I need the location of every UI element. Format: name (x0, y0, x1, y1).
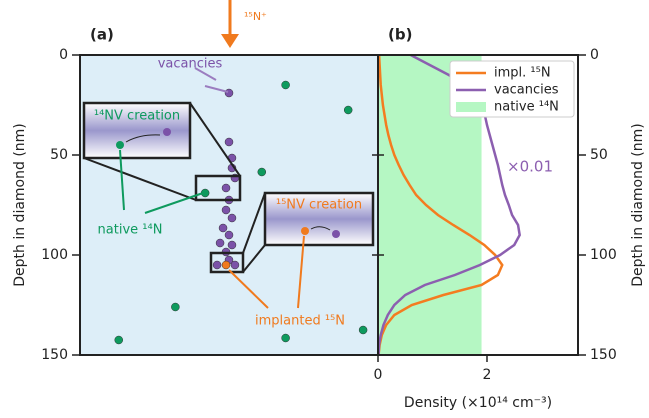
y-tick-label: 50 (50, 147, 68, 163)
dot (114, 335, 123, 345)
annotation: ¹⁵NV creation (276, 198, 362, 213)
dot (218, 223, 228, 233)
zoom-line (83, 102, 266, 273)
annotation: vacancies (158, 57, 223, 72)
inset-dot (163, 128, 171, 136)
y-tick-label: 150 (41, 347, 68, 363)
y-tick-label: 150 (590, 347, 617, 363)
legend-label: vacancies (494, 83, 559, 98)
dot (215, 238, 225, 248)
inset (263, 191, 375, 247)
annotation: ×0.01 (507, 158, 553, 176)
dot (224, 230, 234, 240)
dot (171, 302, 180, 312)
y-tick-label: 0 (59, 47, 68, 63)
annotation: ¹⁴NV creation (94, 109, 180, 124)
y-tick-label: 0 (590, 47, 599, 63)
dot (212, 260, 222, 270)
vacancy-pointer (194, 67, 229, 93)
legend-label: impl. ¹⁵N (494, 66, 551, 81)
dot (343, 105, 353, 115)
dot (221, 205, 231, 215)
annotation: native ¹⁴N (98, 223, 163, 238)
annotation: ¹⁵N⁺ (244, 10, 267, 23)
panel-label: (a) (90, 26, 114, 44)
y-tick-label: 50 (590, 147, 608, 163)
dot (230, 260, 240, 270)
y-tick-label: 100 (590, 247, 617, 263)
inset-dot (116, 141, 124, 149)
native-pointer (119, 149, 204, 214)
inset (82, 101, 192, 160)
y-tick-label: 100 (41, 247, 68, 263)
schematic (82, 0, 375, 309)
dot (257, 167, 267, 177)
y-axis-label: Depth in diamond (nm) (630, 123, 646, 287)
dot (221, 183, 231, 193)
dot (221, 260, 231, 270)
ion-arrow-head (221, 34, 239, 48)
x-axis-label: Density (×10¹⁴ cm⁻³) (404, 395, 552, 411)
inset-arrow (125, 134, 161, 143)
dot (281, 80, 290, 90)
implanted-pointer (228, 235, 305, 309)
dot (358, 325, 368, 335)
panel-label: (b) (388, 26, 412, 44)
inset-dot (301, 227, 309, 235)
inset-arrow (310, 226, 331, 231)
y-axis-label: Depth in diamond (nm) (12, 123, 28, 287)
legend-swatch (456, 102, 486, 112)
inset-dot (332, 230, 340, 238)
dot (224, 137, 234, 147)
plot-frame (377, 54, 579, 356)
dot (281, 333, 290, 343)
x-tick-label: 0 (374, 367, 383, 383)
zoom-box (194, 174, 242, 202)
dot (227, 213, 237, 223)
legend-label: native ¹⁴N (494, 100, 559, 115)
x-tick-label: 2 (483, 367, 492, 383)
zoom-box (209, 251, 245, 274)
line (377, 54, 504, 356)
dot (227, 240, 237, 250)
annotation: implanted ¹⁵N (255, 314, 345, 329)
area (378, 55, 482, 355)
dot (224, 88, 234, 98)
